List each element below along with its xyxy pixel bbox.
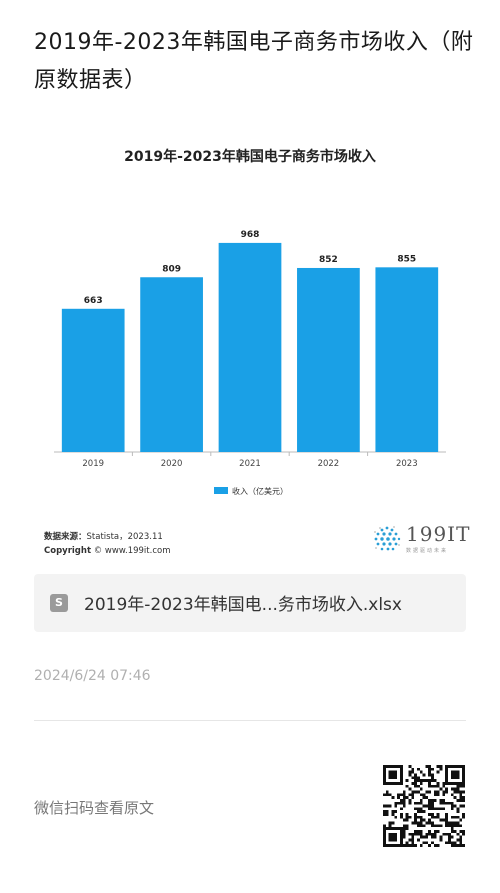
brand-logo: 199IT 数据驱动未来 [372, 522, 472, 558]
data-label-2021: 968 [241, 230, 260, 240]
source-label: 数据来源： [44, 532, 87, 542]
x-tick-label-2021: 2021 [239, 459, 261, 469]
logo-tagline: 数据驱动未来 [406, 548, 449, 554]
source-block: 数据来源：Statista，2023.11 Copyright © www.19… [44, 530, 170, 558]
publish-timestamp: 2024/6/24 07:46 [34, 668, 151, 684]
attachment-filename[interactable]: 2019年-2023年韩国电...务市场收入.xlsx [84, 595, 402, 615]
logo-brand-text: 199IT [406, 522, 471, 546]
x-tick-label-2020: 2020 [161, 459, 183, 469]
x-tick-label-2019: 2019 [82, 459, 104, 469]
x-tick-label-2022: 2022 [318, 459, 340, 469]
logo-globe-icon [374, 526, 401, 551]
bar-chart: 663 2019 809 2020 968 2021 852 2022 855 2023 收入（亿美… [54, 230, 446, 496]
scan-prompt: 微信扫码查看原文 [34, 799, 155, 817]
source-text: Statista，2023.11 [86, 532, 163, 542]
file-icon: S [50, 594, 68, 612]
data-label-2022: 852 [319, 255, 338, 265]
bar-2019 [61, 308, 125, 452]
bar-2023 [375, 267, 439, 452]
qr-code-icon[interactable] [383, 765, 465, 847]
chart-container: 2019年-2023年韩国电子商务市场收入 663 2019 809 2020 968 2… [34, 132, 466, 562]
bar-2022 [297, 267, 360, 452]
legend-swatch [214, 487, 228, 494]
data-label-2019: 663 [84, 296, 103, 306]
copyright-text: © www.199it.com [93, 546, 171, 556]
chart-title: 2019年-2023年韩国电子商务市场收入 [124, 149, 376, 165]
page-title: 2019年-2023年韩国电子商务市场收入（附原数据表） [34, 30, 474, 93]
bar-2020 [140, 277, 203, 452]
divider [34, 720, 466, 721]
attachment-card[interactable]: S 2019年-2023年韩国电...务市场收入.xlsx [34, 574, 466, 632]
data-label-2020: 809 [162, 264, 181, 274]
bar-2021 [218, 242, 282, 452]
legend-label: 收入（亿美元） [232, 486, 288, 496]
data-label-2023: 855 [397, 254, 416, 264]
copyright-label: Copyright [44, 546, 92, 556]
x-tick-label-2023: 2023 [396, 459, 418, 469]
